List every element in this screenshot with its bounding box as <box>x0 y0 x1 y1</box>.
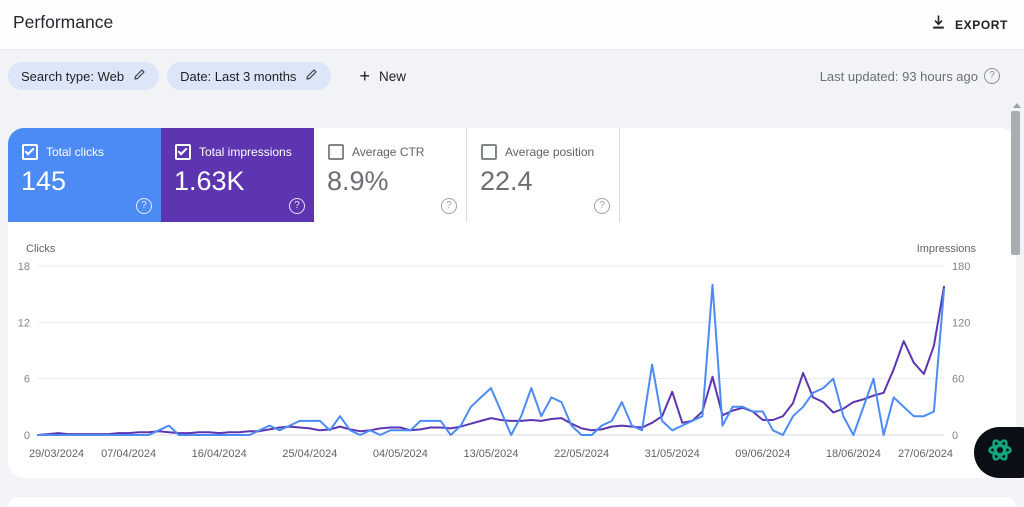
y-tick-label-impressions: 180 <box>952 261 970 273</box>
series-line-total-clicks <box>37 283 945 436</box>
y-tick-label-impressions: 60 <box>952 374 964 386</box>
filter-chip-search-type[interactable]: Search type: Web <box>8 62 160 90</box>
x-tick-label: 04/05/2024 <box>373 448 428 460</box>
export-button[interactable]: EXPORT <box>931 14 1008 35</box>
series-line-total-impressions <box>37 285 945 436</box>
y-tick-label-clicks: 0 <box>24 430 30 442</box>
scroll-up-arrow-icon[interactable] <box>1013 103 1021 108</box>
filter-chip-label: Search type: Web <box>21 68 125 84</box>
metric-label: Total clicks <box>46 145 105 159</box>
filter-chip-date[interactable]: Date: Last 3 months <box>167 62 332 90</box>
download-icon <box>931 14 946 35</box>
page-title: Performance <box>13 12 114 32</box>
help-icon[interactable]: ? <box>136 198 152 214</box>
metric-card-average-ctr[interactable]: Average CTR 8.9% ? <box>314 128 467 222</box>
help-icon[interactable]: ? <box>441 198 457 214</box>
scrollbar-thumb[interactable] <box>1011 111 1020 255</box>
checkbox-average-ctr[interactable] <box>328 144 344 160</box>
x-tick-label: 27/06/2024 <box>898 448 953 460</box>
filter-bar: Search type: Web Date: Last 3 months + N… <box>8 62 418 90</box>
x-tick-label: 29/03/2024 <box>29 448 84 460</box>
performance-chart[interactable]: Clicks Impressions 0 0 6 60 12 120 18 180 29/03/… <box>8 240 1016 478</box>
last-updated: Last updated: 93 hours ago ? <box>820 68 1000 84</box>
help-icon[interactable]: ? <box>594 198 610 214</box>
metric-card-total-impressions[interactable]: Total impressions 1.63K ? <box>161 128 314 222</box>
x-tick-label: 09/06/2024 <box>735 448 790 460</box>
metric-label: Average CTR <box>352 145 425 159</box>
last-updated-text: Last updated: 93 hours ago <box>819 68 978 84</box>
x-tick-label: 07/04/2024 <box>101 448 156 460</box>
page-header: Performance EXPORT <box>0 0 1024 50</box>
help-icon[interactable]: ? <box>984 68 1000 84</box>
x-tick-label: 16/04/2024 <box>192 448 247 460</box>
pencil-icon[interactable] <box>133 68 146 84</box>
metric-label: Average position <box>505 145 595 159</box>
clicks-axis-label: Clicks <box>26 243 56 255</box>
new-filter-button[interactable]: + New <box>347 62 418 90</box>
plus-icon: + <box>359 66 370 86</box>
export-label: EXPORT <box>955 17 1008 32</box>
performance-card: Total clicks 145 ? Total impressions 1.6… <box>8 128 1016 478</box>
help-icon[interactable]: ? <box>289 198 305 214</box>
x-tick-label: 13/05/2024 <box>463 448 518 460</box>
next-section-card <box>8 497 1016 507</box>
y-tick-label-impressions: 120 <box>952 317 970 329</box>
metric-value: 145 <box>21 166 67 196</box>
checkbox-total-impressions[interactable] <box>175 144 191 160</box>
metric-value: 1.63K <box>174 166 245 196</box>
metric-value: 22.4 <box>480 166 533 196</box>
filter-chip-label: Date: Last 3 months <box>180 68 297 84</box>
y-tick-label-clicks: 18 <box>18 261 30 273</box>
new-filter-label: New <box>378 68 406 84</box>
metric-value: 8.9% <box>327 166 389 196</box>
openai-logo-icon <box>974 435 1015 470</box>
checkbox-total-clicks[interactable] <box>22 144 38 160</box>
metric-card-average-position[interactable]: Average position 22.4 ? <box>467 128 620 222</box>
x-tick-label: 18/06/2024 <box>826 448 881 460</box>
y-tick-label-clicks: 6 <box>24 374 30 386</box>
y-tick-label-impressions: 0 <box>952 430 958 442</box>
checkbox-average-position[interactable] <box>481 144 497 160</box>
x-tick-label: 31/05/2024 <box>645 448 700 460</box>
pencil-icon[interactable] <box>305 68 318 84</box>
metric-card-total-clicks[interactable]: Total clicks 145 ? <box>8 128 161 222</box>
chart-canvas[interactable]: 0 0 6 60 12 120 18 180 29/03/2024 07/04/2024 16/04… <box>8 240 1016 478</box>
x-tick-label: 22/05/2024 <box>554 448 609 460</box>
impressions-axis-label: Impressions <box>916 243 976 255</box>
chatgpt-overlay-button[interactable] <box>974 427 1024 478</box>
metric-label: Total impressions <box>199 145 292 159</box>
y-tick-label-clicks: 12 <box>18 317 30 329</box>
x-tick-label: 25/04/2024 <box>282 448 337 460</box>
